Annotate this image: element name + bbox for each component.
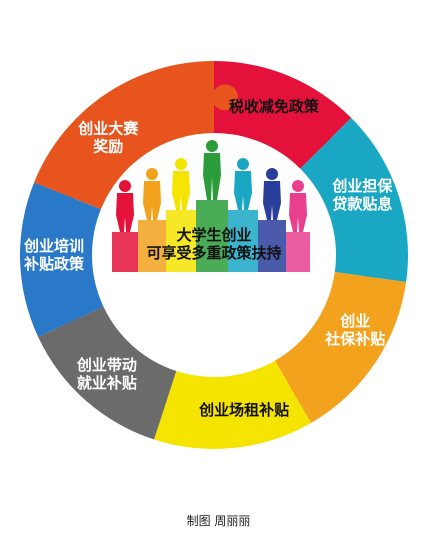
segment-label-contest-line2: 奖励: [93, 138, 123, 156]
center-podium: [112, 200, 310, 272]
segment-label-social-line2: 社保补贴: [324, 330, 385, 348]
people-silhouettes: [116, 140, 307, 232]
podium-block-5: [228, 210, 258, 272]
puzzle-knob-contest: [212, 84, 239, 111]
podium-block-7: [286, 232, 310, 272]
center-title-line2: 可享受多重政策扶持: [146, 244, 281, 262]
podium-block-1: [112, 232, 138, 272]
segment-social: [275, 271, 407, 424]
segment-label-training-line1: 创业培训: [23, 237, 84, 255]
person-figure-4: [203, 140, 221, 200]
center-title-line1: 大学生创业: [176, 226, 251, 244]
person-figure-6: [263, 168, 281, 220]
segment-label-tax-line1: 税收减免政策: [229, 98, 320, 116]
person-figure-7: [289, 180, 307, 232]
segment-contest: [34, 61, 215, 210]
segment-label-training-line2: 补贴政策: [23, 255, 85, 273]
person-figure-1: [116, 180, 134, 232]
segment-employ: [38, 306, 177, 440]
segment-label-rent-line1: 创业场租补贴: [198, 401, 289, 419]
segment-label-loan-line1: 创业担保: [331, 177, 393, 195]
segment-label-employ-line2: 就业补贴: [77, 374, 137, 392]
person-figure-2: [143, 168, 161, 220]
podium-block-3: [166, 210, 196, 272]
segment-training: [19, 182, 104, 337]
segment-label-social-line1: 创业: [339, 312, 370, 330]
credit-line: 制图 周丽丽: [186, 514, 251, 528]
segment-label-employ-line1: 创业带动: [76, 356, 137, 374]
podium-block-4: [196, 200, 228, 272]
person-figure-3: [172, 158, 190, 210]
podium-block-2: [138, 220, 166, 272]
segment-rent: [154, 360, 311, 449]
segment-label-loan-line2: 贷款贴息: [332, 195, 392, 213]
segment-label-contest-line1: 创业大赛: [77, 120, 139, 138]
person-figure-5: [234, 158, 252, 210]
segment-tax: [214, 61, 352, 169]
podium-block-6: [258, 220, 286, 272]
segment-loan: [300, 117, 408, 282]
puzzle-ring: [19, 61, 408, 449]
